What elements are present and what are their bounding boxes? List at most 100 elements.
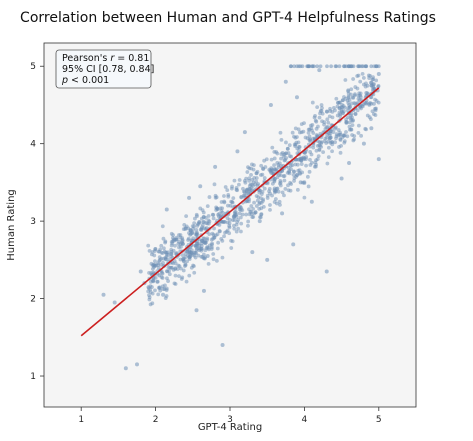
scatter-point	[274, 201, 279, 206]
scatter-point	[344, 130, 348, 134]
scatter-point	[242, 178, 247, 183]
scatter-point	[222, 234, 226, 239]
scatter-point	[259, 212, 264, 217]
scatter-point	[250, 182, 254, 187]
scatter-point	[316, 124, 320, 129]
x-tick-label: 5	[376, 415, 382, 425]
scatter-point	[303, 135, 308, 140]
scatter-point	[169, 254, 174, 259]
scatter-point	[272, 156, 277, 161]
scatter-point	[332, 105, 336, 110]
scatter-point	[351, 64, 356, 69]
scatter-point	[272, 150, 277, 154]
scatter-point	[280, 190, 285, 195]
scatter-point	[334, 96, 339, 101]
scatter-point	[326, 155, 331, 160]
scatter-point	[248, 209, 253, 214]
scatter-point	[322, 139, 327, 144]
scatter-point	[295, 187, 300, 192]
y-axis-ticks: 1 2 3 4 5	[30, 62, 44, 382]
scatter-point	[299, 158, 304, 163]
scatter-point	[249, 173, 253, 177]
x-tick-label: 2	[153, 415, 159, 425]
scatter-point	[161, 246, 166, 251]
scatter-point	[232, 226, 237, 231]
scatter-point	[165, 269, 169, 274]
scatter-point	[161, 292, 166, 297]
scatter-point	[216, 214, 221, 219]
scatter-point	[324, 135, 329, 140]
x-tick-label: 4	[302, 415, 308, 425]
scatter-point	[338, 130, 342, 135]
scatter-point	[206, 262, 211, 266]
scatter-point	[230, 200, 235, 204]
scatter-point	[365, 83, 370, 88]
scatter-point	[364, 90, 369, 95]
scatter-point	[135, 362, 139, 367]
scatter-point	[282, 193, 286, 198]
scatter-point	[347, 124, 352, 129]
scatter-point	[230, 239, 235, 244]
scatter-point	[247, 178, 251, 183]
scatter-point	[333, 126, 338, 131]
scatter-point	[206, 218, 211, 223]
scatter-point	[187, 231, 191, 235]
x-tick-label: 1	[78, 415, 84, 425]
scatter-point	[327, 114, 332, 119]
scatter-point	[190, 224, 195, 228]
scatter-point	[367, 101, 372, 106]
stats-line-p: p < 0.001	[61, 75, 109, 86]
scatter-point	[160, 224, 165, 229]
scatter-point	[339, 176, 344, 181]
scatter-point	[317, 115, 322, 120]
scatter-point	[211, 233, 216, 237]
regression-line	[80, 87, 380, 337]
y-tick-label: 3	[30, 217, 36, 227]
scatter-point	[254, 171, 259, 176]
scatter-point	[337, 64, 342, 69]
scatter-point	[170, 236, 175, 240]
scatter-point	[279, 137, 284, 142]
scatter-point	[315, 157, 320, 162]
scatter-point	[325, 124, 330, 129]
scatter-point	[270, 145, 275, 150]
regression-line-layer	[80, 87, 380, 337]
scatter-point	[326, 145, 331, 150]
scatter-point	[178, 257, 183, 262]
scatter-point	[315, 105, 320, 110]
scatter-point	[275, 175, 280, 180]
scatter-point	[282, 174, 287, 178]
scatter-point	[351, 77, 356, 81]
scatter-point	[170, 239, 175, 244]
scatter-point	[282, 152, 287, 157]
scatter-point	[344, 117, 348, 122]
scatter-point	[246, 219, 251, 224]
scatter-point	[249, 204, 254, 208]
scatter-point	[226, 194, 231, 199]
scatter-point	[223, 230, 227, 235]
scatter-point	[254, 176, 259, 180]
scatter-point	[182, 223, 187, 227]
scatter-point	[240, 212, 245, 217]
scatter-point	[211, 252, 216, 256]
scatter-point	[180, 253, 185, 258]
scatter-point	[343, 78, 348, 82]
scatter-point	[291, 173, 296, 177]
scatter-point	[275, 161, 280, 165]
scatter-point	[259, 200, 264, 205]
scatter-point	[308, 157, 312, 162]
scatter-point	[321, 150, 326, 155]
scatter-point	[166, 265, 171, 270]
scatter-point	[147, 297, 152, 302]
scatter-point	[376, 84, 381, 88]
scatter-point	[257, 219, 262, 224]
scatter-point	[313, 118, 318, 123]
scatter-point	[265, 257, 270, 262]
scatter-point	[278, 203, 282, 207]
scatter-point	[292, 179, 296, 183]
scatter-point	[194, 212, 199, 217]
scatter-point	[288, 64, 293, 69]
scatter-point	[218, 206, 223, 211]
scatter-point	[236, 226, 241, 231]
x-tick-label: 3	[227, 415, 233, 425]
